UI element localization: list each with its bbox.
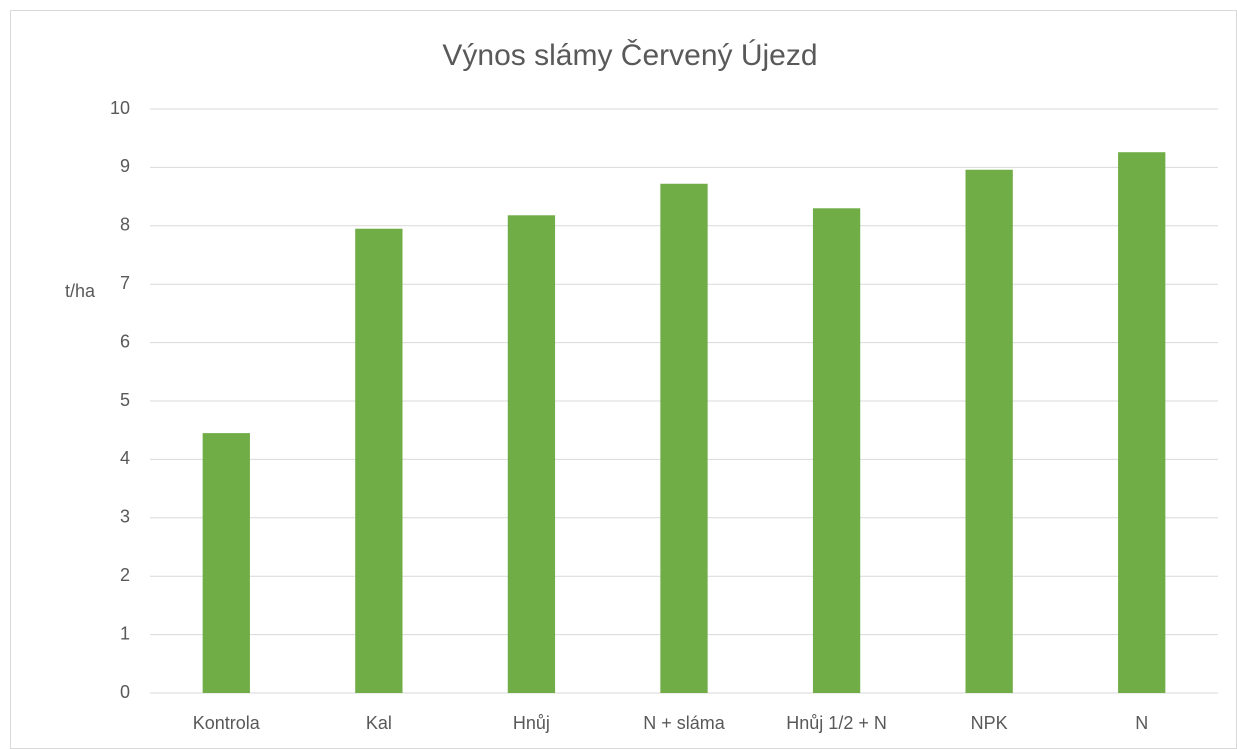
y-tick-label: 6 [120, 331, 130, 351]
bar [1118, 152, 1166, 693]
y-tick-label: 8 [120, 215, 130, 235]
y-tick-label: 7 [120, 273, 130, 293]
y-tick-label: 0 [120, 682, 130, 702]
x-tick-label: Kal [366, 713, 392, 733]
x-tick-label: Kontrola [193, 713, 261, 733]
y-tick-label: 5 [120, 390, 130, 410]
x-tick-label: NPK [971, 713, 1008, 733]
bar [812, 208, 861, 693]
bar [202, 433, 250, 693]
x-tick-label: N [1135, 713, 1148, 733]
x-tick-label: Hnůj 1/2 + N [786, 713, 887, 733]
bar [660, 183, 708, 693]
bar [507, 215, 556, 693]
chart-frame [10, 10, 1237, 749]
bar [965, 169, 1013, 694]
y-tick-label: 9 [120, 156, 130, 176]
x-tick-label: Hnůj [513, 713, 550, 733]
y-tick-label: 4 [120, 448, 130, 468]
y-tick-label: 3 [120, 507, 130, 527]
y-tick-label: 2 [120, 565, 130, 585]
chart-title: Výnos slámy Červený Újezd [442, 38, 817, 72]
bar [355, 228, 403, 693]
x-tick-label: N + sláma [643, 713, 726, 733]
y-axis-label: t/ha [65, 281, 96, 301]
y-tick-label: 1 [120, 623, 130, 643]
y-tick-label: 10 [110, 98, 130, 118]
